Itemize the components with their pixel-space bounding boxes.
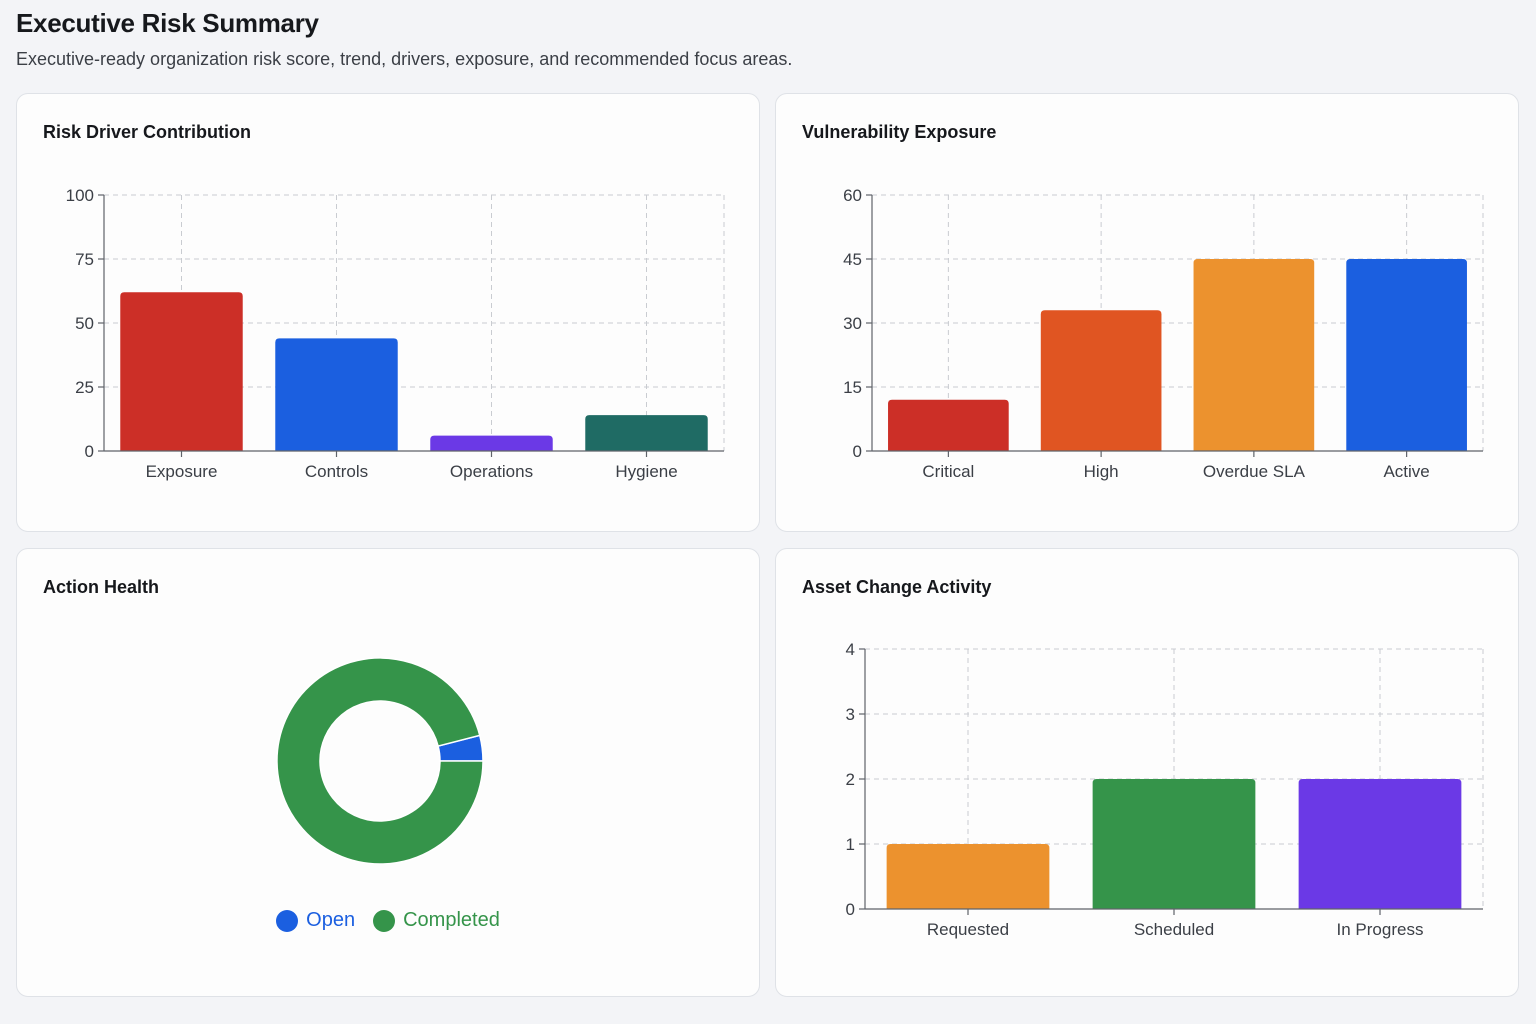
x-tick-label: Hygiene [615, 462, 677, 481]
card-title: Risk Driver Contribution [43, 122, 252, 142]
bar-in-progress [1298, 779, 1462, 909]
bar-hygiene [585, 415, 708, 451]
legend-swatch [373, 909, 396, 932]
y-tick-label: 2 [846, 770, 855, 789]
page-subtitle: Executive-ready organization risk score,… [16, 49, 793, 69]
y-tick-label: 50 [75, 314, 94, 333]
y-tick-label: 0 [853, 442, 862, 461]
card-title: Action Health [43, 577, 160, 597]
page-title: Executive Risk Summary [16, 8, 319, 38]
donut-slice-completed [276, 657, 484, 865]
bar-exposure [120, 292, 243, 451]
y-tick-label: 0 [85, 442, 94, 461]
asset-change-card: Asset Change Activity 0 1 2 3 4 Requested Sche… [775, 548, 1519, 997]
y-tick-label: 1 [846, 835, 855, 854]
bar-active [1346, 259, 1467, 451]
x-tick-label: Critical [922, 462, 974, 481]
x-tick-label: Controls [305, 462, 368, 481]
x-tick-label: Exposure [146, 462, 218, 481]
action-health-card: Action Health Open Completed [16, 548, 760, 997]
bar-requested [886, 844, 1050, 909]
y-tick-label: 100 [66, 186, 94, 205]
risk-driver-card: Risk Driver Contribution 0 25 50 75 100 Expos… [16, 93, 760, 532]
card-title: Asset Change Activity [802, 577, 992, 597]
legend-item-open[interactable]: Open [276, 909, 355, 932]
x-tick-label: Operations [450, 462, 533, 481]
bar-critical [888, 399, 1009, 451]
bar-scheduled [1092, 779, 1256, 909]
vulnerability-exposure-chart: 0 15 30 45 60 Critical High Overdue SLA Active [843, 186, 1484, 481]
legend-item-completed[interactable]: Completed [373, 909, 500, 932]
y-tick-label: 0 [846, 900, 855, 919]
x-tick-label: High [1084, 462, 1119, 481]
bar-overdue-sla [1193, 259, 1315, 451]
y-tick-label: 15 [843, 378, 862, 397]
y-tick-label: 60 [843, 186, 862, 205]
bar-controls [275, 338, 398, 451]
asset-change-chart: 0 1 2 3 4 Requested Scheduled In Progress [846, 640, 1484, 939]
legend-swatch [276, 909, 299, 932]
bar-operations [430, 435, 553, 451]
card-title: Vulnerability Exposure [802, 122, 997, 142]
y-tick-label: 4 [846, 640, 855, 659]
bar-high [1040, 310, 1162, 451]
y-tick-label: 3 [846, 705, 855, 724]
action-health-chart [276, 657, 484, 865]
legend-label: Open [306, 909, 356, 931]
y-tick-label: 45 [843, 250, 862, 269]
x-tick-label: Overdue SLA [1203, 462, 1306, 481]
y-tick-label: 25 [75, 378, 94, 397]
x-tick-label: Scheduled [1134, 920, 1214, 939]
y-tick-label: 75 [75, 250, 94, 269]
x-tick-label: Requested [927, 920, 1009, 939]
vulnerability-exposure-card: Vulnerability Exposure 0 15 30 45 60 Critical… [775, 93, 1519, 532]
action-health-legend: Open Completed [17, 909, 759, 932]
x-tick-label: In Progress [1337, 920, 1424, 939]
x-tick-label: Active [1383, 462, 1429, 481]
y-tick-label: 30 [843, 314, 862, 333]
legend-label: Completed [403, 909, 500, 931]
risk-driver-chart: 0 25 50 75 100 Exposure Controls Operations Hygi… [66, 186, 725, 481]
